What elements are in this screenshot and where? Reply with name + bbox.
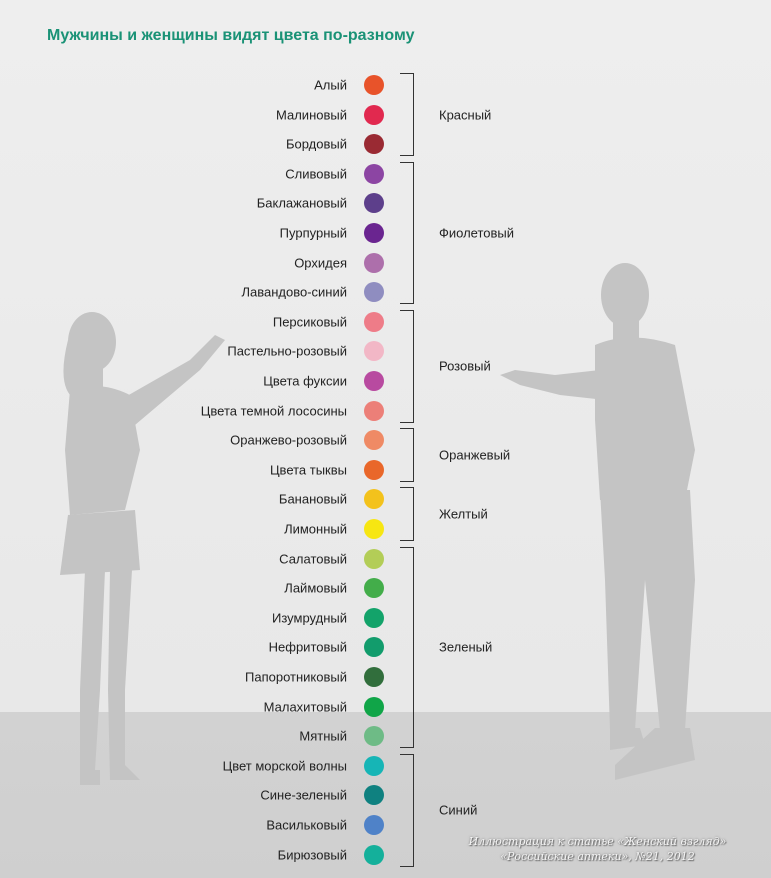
color-name-label: Пурпурный <box>279 225 347 241</box>
color-swatch <box>364 282 384 303</box>
color-name-label: Баклажановый <box>256 195 347 211</box>
watermark-line-1: Иллюстрация к статье «Женский взгляд» <box>468 835 727 848</box>
man-figure <box>500 263 695 780</box>
color-name-label: Сине-зеленый <box>260 787 347 803</box>
page-title: Мужчины и женщины видят цвета по-разному <box>47 27 415 44</box>
color-name-label: Персиковый <box>272 314 347 330</box>
color-name-label: Цвета темной лососины <box>200 403 347 419</box>
color-name-label: Нефритовый <box>268 639 347 655</box>
color-name-label: Бирюзовый <box>277 847 347 863</box>
group-bracket <box>400 309 414 423</box>
color-name-label: Лимонный <box>284 521 347 537</box>
color-swatch <box>364 75 384 95</box>
color-name-label: Малахитовый <box>263 699 347 715</box>
watermark-line-2: «Российские аптеки», №21, 2012 <box>500 850 695 863</box>
color-name-label: Мятный <box>299 728 347 744</box>
color-swatch <box>364 489 384 510</box>
group-bracket <box>400 487 414 541</box>
color-name-label: Сливовый <box>285 166 347 182</box>
color-name-label: Лавандово-синий <box>241 284 347 300</box>
group-label: Зеленый <box>439 639 493 655</box>
color-swatch <box>364 104 384 125</box>
color-name-label: Алый <box>314 77 347 93</box>
group-label: Фиолетовый <box>439 225 515 241</box>
color-name-label: Бордовый <box>285 136 347 152</box>
group-label: Розовый <box>439 358 491 374</box>
group-label: Красный <box>439 107 492 123</box>
color-swatch <box>364 785 384 806</box>
color-swatch <box>364 193 384 214</box>
color-swatch <box>364 252 384 273</box>
color-swatch <box>364 637 384 658</box>
group-label: Желтый <box>439 506 488 522</box>
watermark-caption: Иллюстрация к статье «Женский взгляд» «Р… <box>430 834 765 864</box>
color-swatch <box>364 223 384 243</box>
color-swatch <box>364 519 384 539</box>
color-swatch <box>364 134 384 155</box>
color-swatch <box>364 844 384 865</box>
color-name-label: Салатовый <box>279 551 347 567</box>
group-bracket <box>400 428 414 482</box>
color-name-label: Пастельно-розовый <box>227 343 347 359</box>
group-bracket <box>400 73 414 157</box>
color-name-label: Цвет морской волны <box>222 758 347 774</box>
color-name-label: Орхидея <box>294 255 347 271</box>
color-swatch <box>364 696 384 717</box>
color-name-label: Банановый <box>278 491 347 507</box>
color-name-label: Цвета фуксии <box>263 373 347 389</box>
color-name-label: Цвета тыквы <box>269 462 347 478</box>
color-swatch <box>364 548 384 569</box>
color-name-label: Изумрудный <box>272 610 347 626</box>
color-swatch <box>364 400 384 421</box>
color-swatch <box>364 755 384 776</box>
color-swatch <box>364 371 384 391</box>
color-name-label: Малиновый <box>276 107 347 123</box>
color-name-label: Лаймовый <box>284 580 347 596</box>
group-label: Синий <box>439 802 478 818</box>
color-swatch <box>364 163 384 184</box>
color-swatch <box>364 311 384 332</box>
color-swatch <box>364 578 384 599</box>
color-swatch <box>364 459 384 480</box>
group-label: Оранжевый <box>439 447 511 463</box>
color-swatch <box>364 430 384 451</box>
color-swatch <box>364 726 384 747</box>
color-swatch <box>364 607 384 628</box>
group-bracket <box>400 546 414 749</box>
color-swatch <box>364 341 384 362</box>
color-name-label: Васильковый <box>266 817 347 833</box>
color-name-label: Оранжево-розовый <box>230 432 347 448</box>
woman-figure <box>60 312 225 785</box>
group-bracket <box>400 161 414 305</box>
color-swatch <box>364 815 384 835</box>
color-swatch <box>364 667 384 687</box>
color-name-label: Папоротниковый <box>245 669 347 685</box>
group-bracket <box>400 753 414 867</box>
